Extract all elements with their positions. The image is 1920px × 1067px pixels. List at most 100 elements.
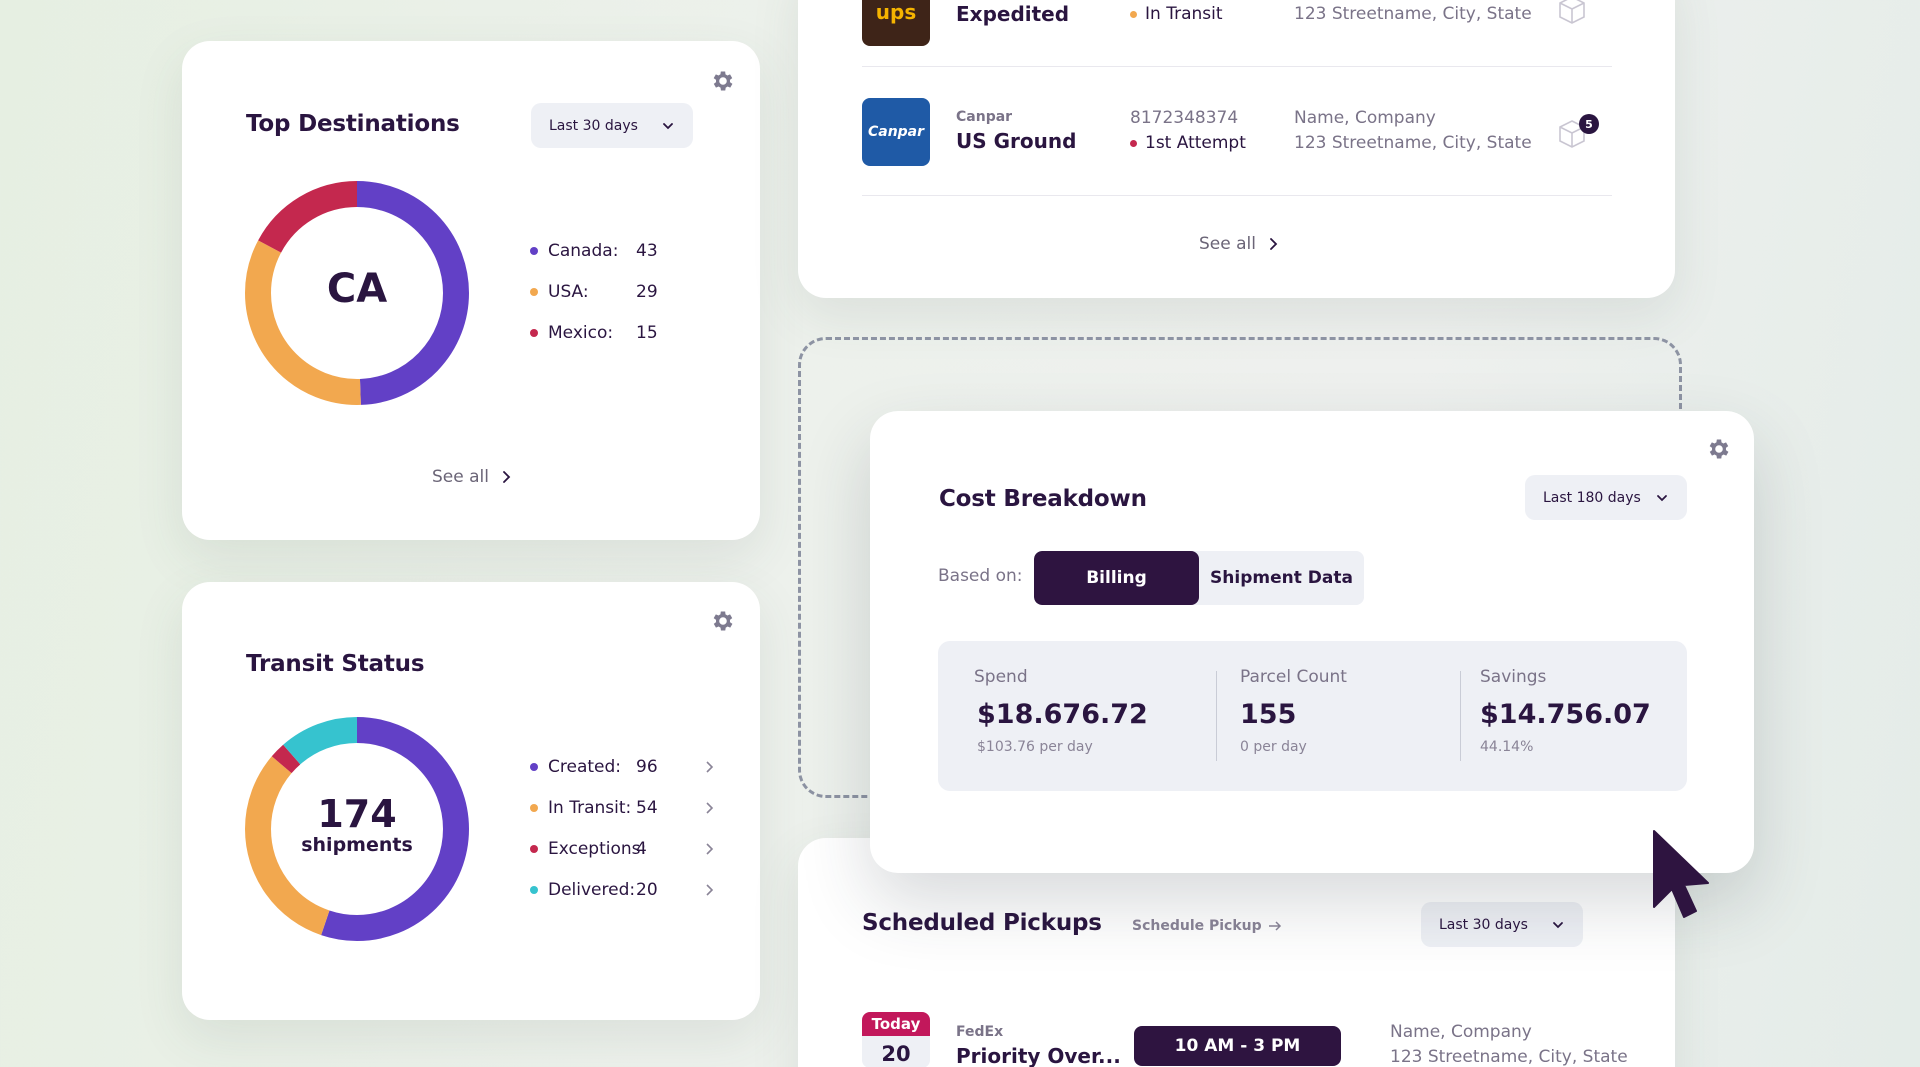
schedule-pickup-label: Schedule Pickup: [1132, 918, 1262, 934]
donut-segment-3: [245, 717, 469, 941]
package-count-badge: 5: [1579, 114, 1599, 134]
stat-divider: [1216, 671, 1217, 761]
donut-segment-2: [245, 181, 469, 405]
legend-item-delivered[interactable]: Delivered: 20: [530, 869, 714, 910]
legend-item-canada: Canada: 43: [530, 230, 686, 271]
chevron-down-icon: [663, 122, 673, 129]
pickup-date-badge: Today 20: [862, 1012, 930, 1067]
card-title: Top Destinations: [246, 111, 460, 137]
dropdown-value: Last 30 days: [549, 117, 638, 134]
destinations-legend: Canada: 43 USA: 29 Mexico: 15: [530, 230, 686, 353]
top-destinations-card: Top Destinations Last 30 days CA Canada:…: [182, 41, 760, 540]
chevron-down-icon: [1553, 921, 1563, 928]
donut-center-label: CA: [326, 266, 388, 312]
stat-value: $14.756.07: [1480, 699, 1651, 730]
address-name: Name, Company: [1390, 1022, 1532, 1042]
legend-dot: [530, 885, 538, 894]
shipment-address: 123 Streetname, City, State: [1294, 4, 1532, 24]
shipment-status: 1st Attempt: [1130, 133, 1246, 153]
donut-segment-1: [245, 181, 469, 405]
see-all-label: See all: [432, 467, 489, 487]
legend-value: 54: [636, 797, 658, 818]
stat-value: $18.676.72: [977, 699, 1148, 730]
based-on-label: Based on:: [938, 566, 1023, 586]
legend-dot: [530, 844, 538, 853]
status-dot: [1130, 139, 1137, 147]
legend-value: 20: [636, 879, 658, 900]
card-title: Scheduled Pickups: [862, 910, 1102, 936]
billing-option[interactable]: Billing: [1034, 551, 1199, 605]
legend-value: 15: [636, 322, 658, 343]
legend-label: Created:: [548, 756, 622, 777]
settings-gear-icon[interactable]: [1706, 436, 1732, 462]
pickup-day-label: Today: [862, 1012, 930, 1036]
donut-center-number: 174: [317, 792, 397, 836]
legend-dot: [530, 287, 538, 296]
shipment-data-option[interactable]: Shipment Data: [1210, 568, 1353, 588]
chevron-right-icon: [706, 760, 714, 773]
pickup-day-number: 20: [862, 1036, 930, 1067]
stat-label: Spend: [974, 667, 1028, 687]
schedule-pickup-link[interactable]: Schedule Pickup: [1132, 918, 1282, 934]
settings-gear-icon[interactable]: [710, 68, 736, 94]
legend-label: In Transit:: [548, 797, 632, 818]
cost-breakdown-card: Cost Breakdown Last 180 days Based on: B…: [870, 411, 1754, 873]
pickup-time-window: 10 AM - 3 PM: [1134, 1026, 1341, 1066]
date-range-dropdown[interactable]: Last 30 days: [531, 103, 693, 148]
legend-value: 29: [636, 281, 658, 302]
chevron-right-icon: [706, 801, 714, 814]
legend-label: Mexico:: [548, 322, 614, 343]
chevron-right-icon: [706, 842, 714, 855]
legend-dot: [530, 762, 538, 771]
card-title: Transit Status: [246, 651, 425, 677]
legend-item-created[interactable]: Created: 96: [530, 746, 714, 787]
mouse-cursor-icon: [1653, 830, 1709, 918]
row-divider: [862, 66, 1612, 67]
status-label: 1st Attempt: [1145, 133, 1246, 153]
see-all-link[interactable]: See all: [1199, 234, 1278, 254]
legend-item-exceptions[interactable]: Exceptions: 4: [530, 828, 714, 869]
stat-label: Parcel Count: [1240, 667, 1347, 687]
service-name: Priority Over...: [956, 1044, 1121, 1067]
donut-segment-1: [245, 717, 469, 941]
chevron-down-icon: [1657, 494, 1667, 501]
service-name: Expedited: [956, 2, 1070, 26]
data-source-toggle: Billing Shipment Data: [1034, 551, 1364, 605]
date-range-dropdown[interactable]: Last 180 days: [1525, 475, 1687, 520]
pickup-address: 123 Streetname, City, State: [1390, 1047, 1628, 1067]
legend-item-in-transit[interactable]: In Transit: 54: [530, 787, 714, 828]
carrier-name: FedEx: [956, 1024, 1004, 1040]
arrow-right-icon: [1268, 921, 1281, 931]
legend-value: 96: [636, 756, 658, 777]
stat-spend: Spend $18.676.72 $103.76 per day: [938, 641, 1213, 791]
see-all-link[interactable]: See all: [432, 467, 511, 487]
legend-dot: [530, 246, 538, 255]
card-title: Cost Breakdown: [939, 486, 1147, 512]
dropdown-value: Last 180 days: [1543, 489, 1641, 506]
row-divider: [862, 195, 1612, 196]
package-icon[interactable]: [1556, 0, 1588, 26]
service-name: US Ground: [956, 129, 1077, 153]
legend-dot: [530, 328, 538, 337]
chevron-right-icon: [503, 471, 511, 483]
legend-value: 4: [636, 838, 647, 859]
tracking-number[interactable]: 8172348374: [1130, 108, 1239, 128]
donut-center-caption: shipments: [301, 834, 413, 856]
stat-divider: [1460, 671, 1461, 761]
settings-gear-icon[interactable]: [710, 608, 736, 634]
legend-item-usa: USA: 29: [530, 271, 686, 312]
canpar-logo: Canpar: [862, 98, 930, 166]
stat-value: 155: [1240, 699, 1297, 730]
shipment-address: 123 Streetname, City, State: [1294, 133, 1532, 153]
stat-label: Savings: [1480, 667, 1547, 687]
transit-donut-chart: [245, 717, 469, 941]
chevron-right-icon: [706, 883, 714, 896]
legend-label: USA:: [548, 281, 589, 302]
stat-subtext: 0 per day: [1240, 739, 1307, 755]
date-range-dropdown[interactable]: Last 30 days: [1421, 902, 1583, 947]
address-name: Name, Company: [1294, 108, 1436, 128]
cost-stats-panel: Spend $18.676.72 $103.76 per day Parcel …: [938, 641, 1687, 791]
chevron-right-icon: [1270, 238, 1278, 250]
carrier-name: Canpar: [956, 109, 1013, 125]
stat-subtext: $103.76 per day: [977, 739, 1093, 755]
